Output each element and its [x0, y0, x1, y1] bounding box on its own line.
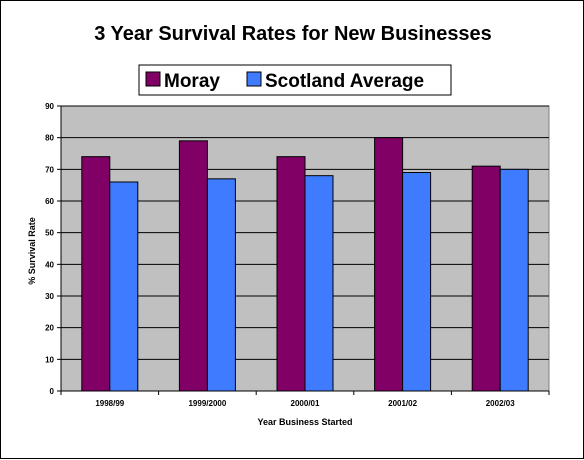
- y-tick-label: 10: [45, 355, 54, 364]
- bar-moray: [178, 140, 208, 392]
- y-tick-label: 90: [45, 102, 54, 111]
- x-tick-label: 2002/03: [486, 399, 515, 408]
- x-tick-label: 1998/99: [95, 399, 124, 408]
- y-tick-label: 80: [45, 134, 54, 143]
- chart-title: 3 Year Survival Rates for New Businesses: [94, 23, 492, 45]
- y-tick-label: 30: [45, 292, 54, 301]
- bar-moray: [81, 156, 111, 392]
- bar-scotland-average: [109, 181, 139, 392]
- legend-swatch-scotland-average: [246, 71, 262, 87]
- x-tick-label: 2000/01: [291, 399, 320, 408]
- bar-moray: [276, 156, 306, 392]
- y-axis-title: % Survival Rate: [27, 217, 37, 285]
- legend: Moray Scotland Average: [138, 64, 452, 96]
- bar-scotland-average: [206, 178, 236, 392]
- bar-moray: [471, 165, 501, 392]
- y-tick-label: 0: [50, 387, 55, 396]
- bar-scotland-average: [499, 168, 529, 392]
- y-tick-label: 60: [45, 197, 54, 206]
- x-tick-label: 1999/2000: [188, 399, 226, 408]
- y-tick-label: 50: [45, 229, 54, 238]
- y-tick-label: 70: [45, 165, 54, 174]
- x-tick-label: 2001/02: [388, 399, 417, 408]
- legend-box: [138, 64, 452, 96]
- bar-moray: [374, 137, 404, 392]
- plot-area: 0 10 20 30 40 50 60 70 80 90 1998/99 1999/2000 2000/…: [45, 102, 550, 408]
- x-axis-title: Year Business Started: [257, 417, 352, 427]
- legend-label-scotland-average: Scotland Average: [265, 71, 424, 92]
- bar-scotland-average: [304, 175, 334, 392]
- legend-label-moray: Moray: [164, 71, 220, 92]
- y-tick-label: 20: [45, 324, 54, 333]
- bar-scotland-average: [402, 172, 432, 392]
- legend-swatch-moray: [145, 71, 161, 87]
- y-tick-label: 40: [45, 260, 54, 269]
